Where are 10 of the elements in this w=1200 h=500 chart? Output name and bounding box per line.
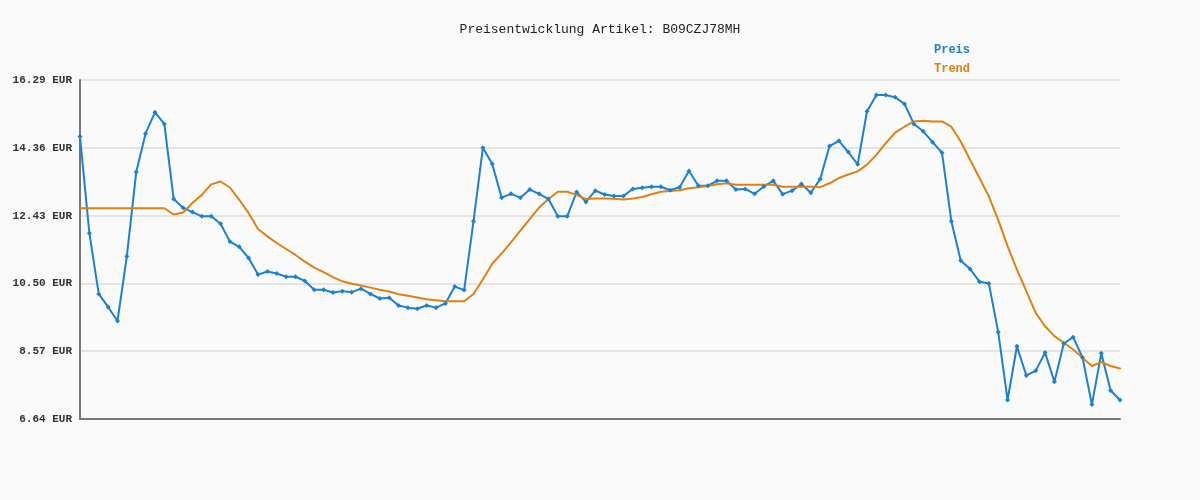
line-series bbox=[79, 119, 1121, 370]
y-tick-label: 10.50 EUR bbox=[12, 277, 73, 290]
y-tick-label: 14.36 EUR bbox=[12, 141, 73, 154]
y-tick-label: 16.29 EUR bbox=[12, 74, 73, 86]
y-tick-label: 6.64 EUR bbox=[19, 413, 73, 425]
text: Trend bbox=[933, 62, 971, 76]
chart-title: Preisentwicklung Artikel: B09CZJ78MH bbox=[459, 22, 741, 37]
y-tick-label: 12.43 EUR bbox=[12, 209, 73, 222]
text: Preis bbox=[933, 43, 971, 57]
y-tick-label: 8.57 EUR bbox=[19, 345, 73, 358]
